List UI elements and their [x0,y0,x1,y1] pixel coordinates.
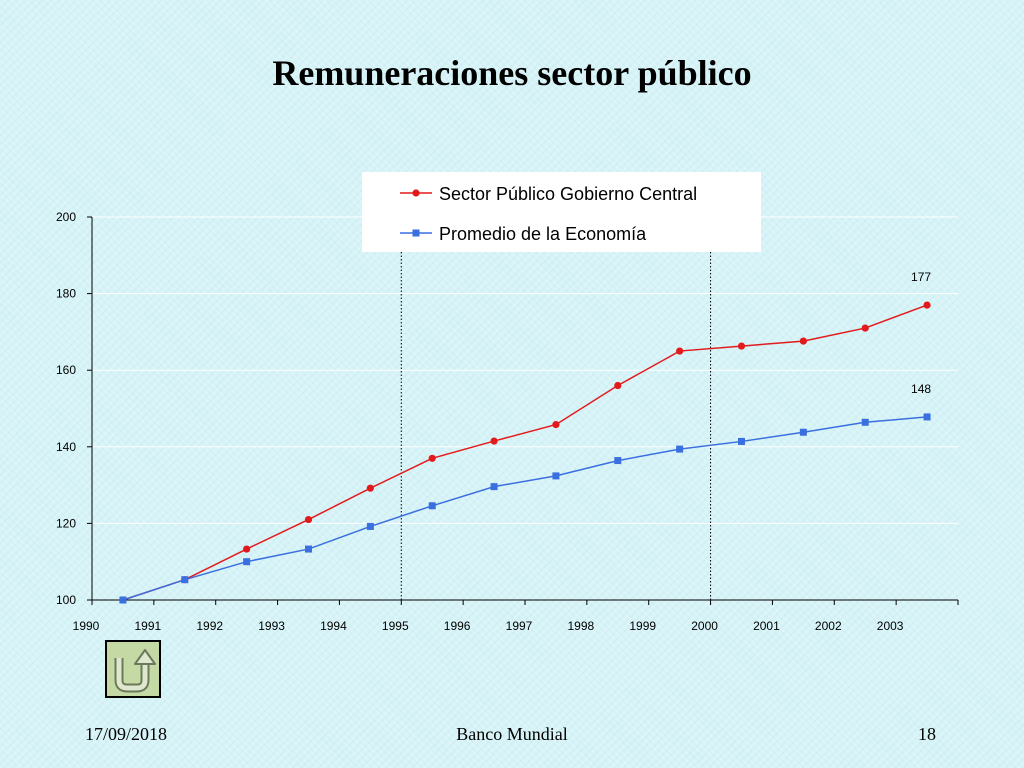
y-tick-label-100: 100 [56,593,76,607]
chart-series: 177 148 [119,270,931,604]
data-point-s0-2003 [923,301,931,309]
footer-source: Banco Mundial [456,724,568,744]
chart-legend: Sector Público Gobierno Central Promedio… [362,172,761,252]
y-tick-label-200: 200 [56,210,76,224]
footer-page-number: 18 [918,724,936,744]
data-point-s1-2002 [861,418,869,426]
data-point-s1-1995 [428,502,436,510]
data-label-s0: 177 [911,270,931,284]
data-point-s1-1997 [552,472,560,480]
legend-marker-circle [412,189,420,197]
x-tick-label-1999: 1999 [629,619,656,633]
data-point-s0-1999 [676,347,684,355]
x-tick-label-2000: 2000 [691,619,718,633]
x-tick-label-1996: 1996 [444,619,471,633]
data-point-s1-1993 [305,545,312,553]
x-tick-label-1991: 1991 [135,619,162,633]
chart-axes: 100 120 140 160 180 200 1990 1991 1992 1993 1994 19… [56,210,959,633]
x-tick-label-1990: 1990 [73,619,100,633]
x-tick-label-1998: 1998 [568,619,595,633]
y-tick-label-180: 180 [56,287,76,301]
data-point-s0-1992 [243,545,251,553]
data-point-s1-1996 [490,483,498,491]
series-line-0 [122,304,928,601]
data-point-s0-1993 [304,515,313,524]
y-tick-label-120: 120 [56,516,76,530]
x-tick-label-1994: 1994 [320,619,347,633]
data-point-s1-2000 [738,437,745,445]
data-point-s1-1992 [243,558,251,566]
x-tick-label-1995: 1995 [382,619,409,633]
slide-title: Remuneraciones sector público [272,53,752,93]
legend-label-0: Sector Público Gobierno Central [439,184,697,204]
y-tick-label-140: 140 [56,440,76,454]
u-turn-arrow-icon [114,649,156,693]
data-point-s1-2003 [923,413,931,421]
data-point-s0-1998 [614,381,622,390]
x-tick-label-1992: 1992 [196,619,223,633]
chart-grid [92,216,958,524]
series-line-1 [122,416,928,601]
back-button[interactable] [105,640,161,698]
legend-box [362,172,761,252]
x-tick-label-1993: 1993 [258,619,285,633]
x-tick-label-2001: 2001 [753,619,780,633]
data-point-s0-1997 [552,420,560,429]
data-point-s1-1994 [366,522,374,530]
data-label-s1: 148 [911,382,931,396]
footer-date: 17/09/2018 [85,724,168,744]
data-point-s0-2001 [799,337,807,345]
data-point-s0-2000 [737,342,746,350]
data-point-s1-1998 [614,457,622,465]
data-point-s1-1991 [181,576,189,584]
data-point-s0-1995 [428,454,436,462]
data-point-s1-1999 [676,445,684,453]
x-tick-label-2002: 2002 [815,619,842,633]
x-tick-label-2003: 2003 [877,619,904,633]
data-point-s1-1990 [119,596,127,604]
x-tick-label-1997: 1997 [506,619,533,633]
legend-label-1: Promedio de la Economía [439,224,647,244]
y-tick-label-160: 160 [56,363,76,377]
data-point-s1-2001 [799,428,807,436]
legend-marker-square [412,229,420,237]
data-point-s0-1994 [366,484,374,492]
data-point-s0-1996 [490,437,498,445]
data-point-s0-2002 [861,324,869,332]
